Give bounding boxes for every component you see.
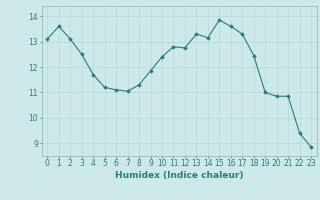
X-axis label: Humidex (Indice chaleur): Humidex (Indice chaleur)	[115, 171, 244, 180]
